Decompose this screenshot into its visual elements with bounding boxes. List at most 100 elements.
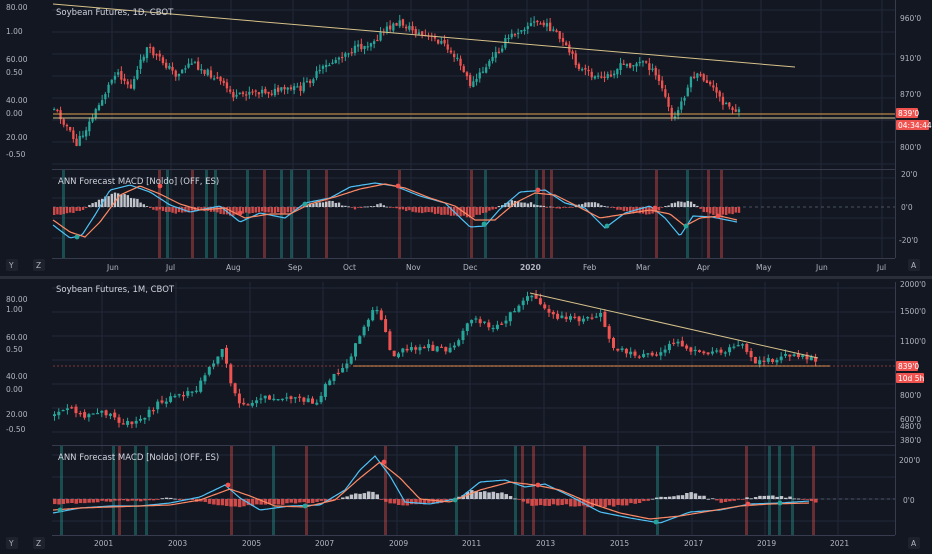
auto-scale-button-bg[interactable] — [908, 537, 920, 549]
candle-body — [672, 342, 676, 344]
macd-histogram-bar — [334, 202, 337, 207]
candle-body — [508, 312, 512, 322]
crossover-marker — [652, 205, 658, 211]
nav-z-button-bg[interactable] — [33, 259, 45, 271]
candle-body — [753, 357, 757, 364]
candle-body — [331, 62, 334, 64]
candle-body — [487, 322, 491, 328]
macd-histogram-bar — [584, 202, 587, 207]
candle-body — [376, 39, 379, 42]
candle-body — [414, 29, 417, 34]
candle-body — [375, 310, 379, 312]
auto-scale-button[interactable]: A — [908, 259, 920, 271]
candle-body — [661, 80, 664, 89]
candle-body — [702, 74, 705, 81]
candle-body — [613, 73, 616, 76]
chart-marks[interactable] — [52, 3, 895, 535]
nav-y-button-bg[interactable] — [6, 537, 18, 549]
macd-histogram-bar — [433, 207, 437, 215]
macd-histogram-bar — [184, 207, 187, 213]
macd-histogram-bar — [96, 499, 100, 503]
candle-body — [117, 417, 121, 423]
candle-body — [190, 391, 194, 393]
candle-body — [233, 383, 237, 394]
candle-body — [53, 414, 56, 417]
candle-body — [801, 355, 805, 358]
macd-histogram-bar — [459, 207, 462, 217]
candle-body — [689, 347, 693, 352]
candle-body — [108, 413, 112, 416]
candle-body — [171, 66, 174, 71]
macd-histogram-bar — [219, 207, 222, 214]
candle-body — [120, 71, 123, 80]
macd-histogram-bar — [485, 207, 488, 213]
macd-histogram-bar — [641, 207, 645, 214]
nav-z-button[interactable]: Z — [33, 537, 45, 549]
candle-body — [96, 412, 99, 415]
time-axis-label: 2007 — [315, 539, 334, 548]
nav-z-button[interactable]: Z — [33, 259, 45, 271]
macd-histogram-bar — [110, 193, 113, 207]
auto-scale-button-bg[interactable] — [908, 259, 920, 271]
auto-scale-button[interactable]: A — [908, 537, 920, 549]
macd-histogram-bar — [534, 499, 539, 506]
right-axis-label: 910'0 — [900, 54, 921, 63]
macd-histogram-bar — [325, 201, 328, 207]
candle-body — [461, 330, 465, 341]
nav-y-button-bg[interactable] — [6, 259, 18, 271]
signal-highlight-band — [384, 446, 387, 535]
signal-highlight-band — [768, 446, 771, 535]
macd-histogram-bar — [242, 499, 246, 507]
macd-histogram-bar — [775, 496, 779, 499]
macd-histogram-bar — [94, 202, 97, 207]
candle-body — [545, 23, 549, 27]
candle-body — [289, 87, 293, 90]
macd-histogram-bar — [298, 499, 302, 503]
signal-highlight-band — [583, 446, 586, 535]
candle-body — [389, 25, 392, 30]
time-axis-label: 2001 — [94, 539, 113, 548]
candle-body — [384, 319, 388, 333]
candle-body — [379, 31, 382, 41]
macd-histogram-bar — [629, 499, 633, 504]
macd-histogram-bar — [376, 204, 379, 207]
nav-y-button[interactable]: Y — [6, 259, 18, 271]
macd-histogram-bar — [309, 203, 312, 207]
left-axis: 80.00 1.00 60.00 0.50 40.00 0.00 20.00 -… — [6, 3, 28, 159]
candle-body — [526, 296, 529, 301]
nav-y-button[interactable]: Y — [6, 537, 18, 549]
macd-histogram-bar — [293, 207, 296, 211]
macd-histogram-bar — [366, 491, 371, 499]
candle-body — [405, 348, 409, 351]
macd-histogram-bar — [560, 499, 564, 505]
time-axis-label: Feb — [583, 263, 597, 272]
macd-histogram-bar — [83, 499, 87, 504]
macd-histogram-bar — [530, 499, 534, 506]
time-axis-label: 2017 — [684, 539, 703, 548]
macd-histogram-bar — [212, 499, 216, 505]
candle-body — [212, 363, 216, 367]
macd-histogram-bar — [104, 196, 107, 207]
macd-histogram-bar — [158, 207, 161, 210]
signal-highlight-band — [290, 170, 293, 258]
macd-histogram-bar — [513, 498, 517, 500]
candle-body — [101, 100, 104, 106]
macd-histogram-bar — [117, 193, 120, 207]
candle-body — [457, 340, 461, 346]
candle-body — [53, 109, 56, 111]
nav-z-label: Z — [36, 261, 41, 270]
candle-body — [353, 45, 357, 53]
candle-body — [478, 319, 482, 324]
candle-body — [242, 402, 246, 405]
candle-body — [190, 63, 193, 65]
candle-body — [561, 38, 565, 42]
macd-histogram-bar — [603, 206, 606, 207]
macd-histogram-bar — [443, 207, 446, 215]
nav-z-button-bg[interactable] — [33, 537, 45, 549]
nav-y-label: Y — [8, 539, 14, 548]
macd-histogram-bar — [328, 499, 332, 502]
macd-histogram-bar — [792, 498, 797, 500]
macd-histogram-bar — [126, 499, 130, 502]
